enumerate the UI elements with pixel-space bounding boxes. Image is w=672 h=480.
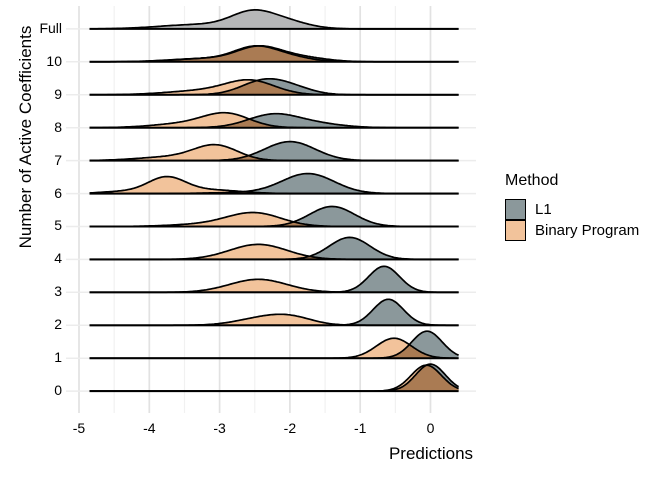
row-label-1: 1 bbox=[54, 349, 62, 366]
ridge-row-9 bbox=[66, 77, 476, 96]
x-tick-label--3: -3 bbox=[213, 420, 226, 436]
density-fill-l1 bbox=[89, 141, 459, 161]
density-fill-l1 bbox=[89, 113, 459, 128]
legend-label-l1: L1 bbox=[535, 201, 552, 218]
row-label-10: 10 bbox=[46, 52, 62, 69]
legend-item-binary-program: Binary Program bbox=[505, 220, 639, 241]
density-fill-bp bbox=[89, 144, 459, 161]
ridge-row-4 bbox=[66, 236, 476, 261]
row-label-7: 7 bbox=[54, 151, 62, 168]
density-overlap bbox=[89, 80, 459, 95]
row-label-3: 3 bbox=[54, 283, 62, 300]
x-tick-label--2: -2 bbox=[283, 420, 297, 436]
density-fill-l1 bbox=[89, 237, 459, 260]
x-tick-label--4: -4 bbox=[143, 420, 156, 436]
x-tick-label-0: 0 bbox=[426, 420, 435, 436]
density-fill-l1 bbox=[89, 266, 459, 293]
legend-swatch-binary-program bbox=[505, 220, 526, 241]
ridge-row-5 bbox=[66, 205, 476, 228]
row-label-Full: Full bbox=[39, 19, 62, 36]
density-fill-l1 bbox=[89, 299, 459, 326]
ridge-row-1 bbox=[66, 330, 476, 360]
legend-title: Method bbox=[505, 172, 559, 189]
legend-label-binary-program: Binary Program bbox=[535, 222, 640, 239]
density-fill-full bbox=[89, 9, 459, 29]
density-overlap bbox=[89, 45, 459, 62]
legend: Method L1 Binary Program bbox=[505, 172, 639, 241]
ridge-row-0 bbox=[66, 363, 476, 393]
density-fill-l1 bbox=[89, 206, 459, 227]
ridge-row-2 bbox=[66, 298, 476, 327]
row-label-5: 5 bbox=[54, 217, 62, 234]
ridge-row-3 bbox=[66, 265, 476, 294]
density-fill-bp bbox=[89, 112, 459, 128]
ridge-row-8 bbox=[66, 111, 476, 129]
density-fill-l1 bbox=[89, 173, 459, 194]
row-label-8: 8 bbox=[54, 118, 62, 135]
x-axis-title: Predictions bbox=[388, 444, 474, 463]
density-overlap bbox=[89, 344, 459, 359]
row-label-2: 2 bbox=[54, 316, 62, 333]
row-label-9: 9 bbox=[54, 85, 62, 102]
ridge-row-10 bbox=[66, 44, 476, 63]
density-fill-bp bbox=[89, 279, 459, 293]
row-label-6: 6 bbox=[54, 184, 62, 201]
density-fill-bp bbox=[89, 212, 459, 227]
ridge-row-Full bbox=[66, 9, 476, 30]
x-tick-label--5: -5 bbox=[72, 420, 86, 436]
legend-swatch-l1 bbox=[505, 199, 526, 220]
density-fill-bp bbox=[89, 244, 459, 260]
ridge-row-7 bbox=[66, 140, 476, 162]
legend-item-l1: L1 bbox=[505, 199, 639, 220]
x-tick-label--1: -1 bbox=[353, 420, 367, 436]
density-overlap bbox=[89, 365, 459, 392]
row-label-4: 4 bbox=[54, 250, 62, 267]
density-outline-l1 bbox=[89, 363, 460, 392]
ridge-row-6 bbox=[66, 172, 476, 195]
density-fill-bp bbox=[89, 314, 459, 326]
row-label-0: 0 bbox=[54, 382, 62, 399]
